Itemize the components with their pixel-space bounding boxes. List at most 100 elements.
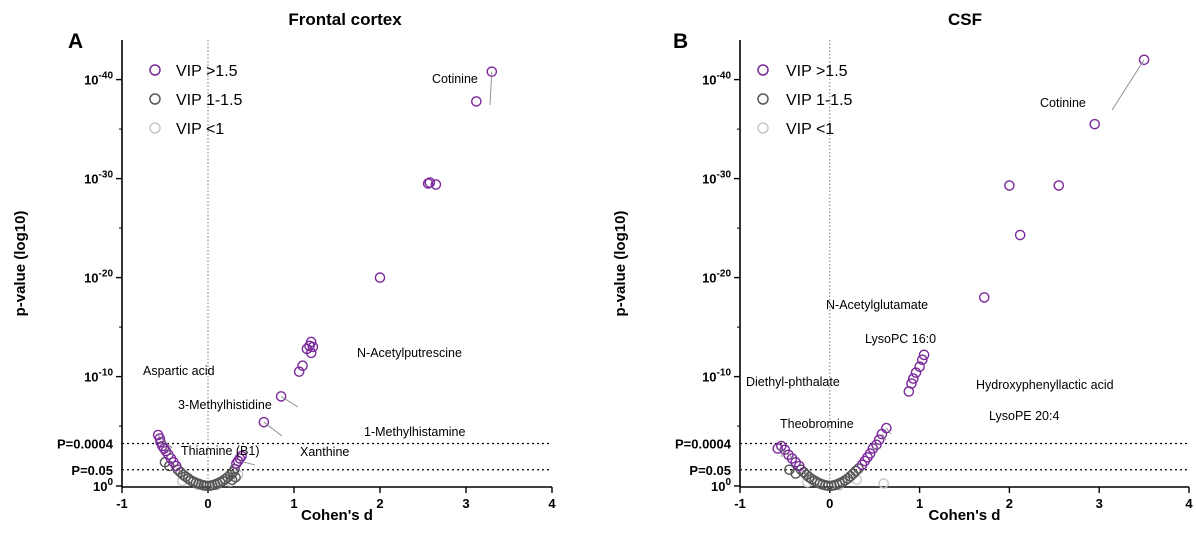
data-point [916,354,928,366]
data-point [170,460,182,472]
annotation-label: Diethyl-phthalate [746,375,840,389]
annotation-leader [780,449,786,458]
data-point [847,468,859,480]
data-point [1014,229,1026,241]
data-point [374,272,386,283]
annotation-leader [489,71,493,106]
data-point [1089,118,1101,130]
y-tick-base: 10 [702,172,716,187]
data-point [871,439,882,451]
y-tick-exponent: -20 [99,269,114,280]
x-tick-label: 3 [462,496,469,511]
y-tick-exponent: -30 [717,170,732,181]
annotation-leader [157,434,173,449]
chart-title: Frontal cortex [288,10,402,29]
data-point [1138,54,1150,66]
annotation-label: LysoPE 20:4 [989,409,1059,423]
annotation-leader [238,460,256,466]
x-tick-label: 1 [916,496,923,511]
y-tick-exponent: -40 [717,71,732,82]
threshold-label: P=0.0004 [57,437,114,452]
y-tick-base: 10 [84,271,98,286]
data-point [226,474,238,486]
legend-marker [149,122,161,134]
annotation-label: 3-Methylhistidine [178,398,272,412]
data-point [293,366,305,377]
annotation-leader [160,441,174,456]
data-point [1004,180,1015,191]
data-point [793,460,805,472]
y-tick-base: 10 [84,172,98,187]
annotation-label: 1-Methylhistamine [364,425,465,439]
y-tick-base: 10 [702,73,716,88]
annotation-label: Cotinine [1040,96,1086,110]
data-point [908,373,919,384]
data-point [914,361,925,373]
annotation-label: Xanthine [300,445,349,459]
data-point [430,179,442,190]
data-point [422,178,434,189]
data-point [305,347,317,359]
y-tick-base: 10 [93,479,107,494]
data-point [230,471,241,483]
threshold-label: P=0.05 [71,463,113,478]
data-point [258,416,270,428]
legend-label: VIP <1 [786,121,834,138]
threshold-label: P=0.0004 [675,437,732,452]
x-tick-label: 4 [548,496,556,511]
annotation-label: LysoPC 16:0 [865,332,936,346]
data-point [424,177,436,188]
y-tick-label: 10-10 [702,368,731,385]
data-point [873,434,885,446]
y-tick-label: 10-10 [84,368,113,385]
annotation-leader [1111,59,1145,111]
legend-label: VIP >1.5 [176,63,238,80]
legend-label: VIP 1-1.5 [176,92,243,109]
y-tick-exponent: -10 [99,368,114,379]
x-axis-label: Cohen's d [929,507,1001,524]
y-tick-label: 100 [711,477,731,494]
legend-marker [757,64,769,76]
data-point [234,453,246,464]
annotation-label: Aspartic acid [143,364,215,378]
x-tick-label: 0 [826,496,833,511]
y-tick-exponent: 0 [107,477,113,488]
y-tick-label: 10-40 [84,71,113,88]
annotation-leader [777,448,798,461]
y-tick-exponent: 0 [725,477,731,488]
data-point [853,463,864,474]
y-tick-label: 10-20 [84,269,113,286]
data-point [783,449,794,461]
data-point [471,96,482,107]
y-tick-label: 10-30 [702,170,731,187]
annotation-label: Cotinine [432,72,478,86]
y-tick-exponent: -30 [99,170,114,181]
legend-marker [149,93,161,105]
x-axis-label: Cohen's d [301,507,373,524]
y-tick-base: 10 [711,479,725,494]
x-tick-label: 3 [1096,496,1103,511]
data-point [910,367,922,378]
y-tick-label: 10-30 [84,170,113,187]
data-point [275,391,287,402]
legend-label: VIP >1.5 [786,63,848,80]
data-point [856,459,868,471]
data-point [918,349,930,361]
x-tick-label: -1 [116,496,128,511]
data-point [978,292,990,303]
legend-label: VIP <1 [176,121,224,138]
chart-title: CSF [948,10,982,29]
data-point [307,341,319,353]
y-tick-base: 10 [702,370,716,385]
panel-letter: A [68,30,83,53]
data-point [837,476,848,488]
x-tick-label: 2 [1006,496,1013,511]
y-tick-base: 10 [84,73,98,88]
data-point [850,465,862,477]
annotation-leader [263,421,283,437]
annotation-label: Hydroxyphenyllactic acid [976,378,1114,392]
annotation-label: Thiamine (B1) [181,444,260,458]
data-point [806,473,818,485]
